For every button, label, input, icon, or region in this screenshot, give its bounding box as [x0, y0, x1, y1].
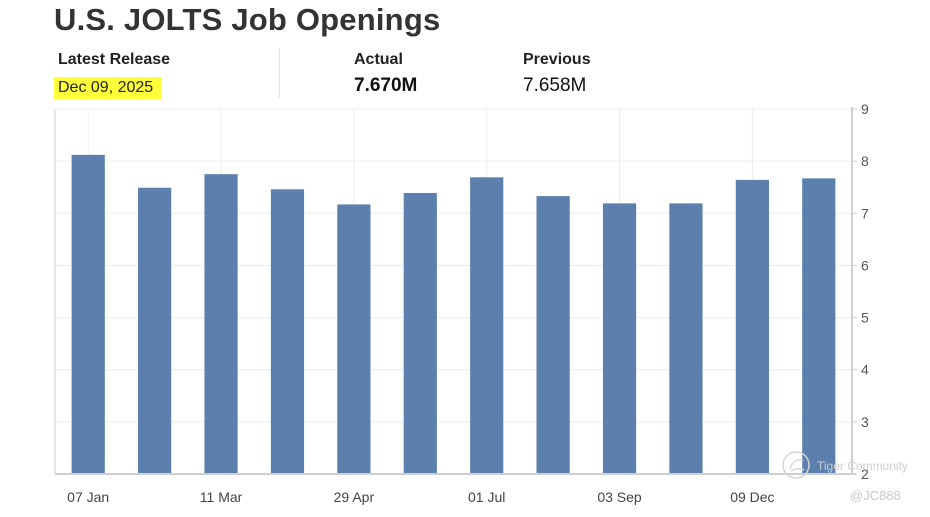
y-tick-label: 5 — [861, 310, 869, 326]
previous-value: 7.658M — [523, 75, 587, 96]
watermark-text: Tiger Community — [817, 459, 908, 473]
y-tick-label: 3 — [861, 414, 869, 430]
bar — [270, 189, 305, 475]
y-tick-label: 6 — [861, 257, 869, 273]
x-tick-label: 03 Sep — [597, 489, 642, 505]
bar — [71, 154, 105, 474]
actual-label: Actual — [354, 51, 403, 68]
bar — [204, 174, 238, 474]
x-tick-label: 11 Mar — [200, 489, 243, 505]
bar — [470, 177, 504, 475]
bar — [735, 179, 769, 474]
actual-value: 7.670M — [354, 75, 418, 96]
watermark-handle: @JC888 — [850, 488, 901, 503]
chart-title: U.S. JOLTS Job Openings — [54, 2, 441, 37]
x-tick-label: 29 Apr — [334, 489, 375, 505]
y-tick-label: 7 — [861, 205, 869, 221]
latest-release-label: Latest Release — [58, 51, 171, 68]
bar — [802, 178, 836, 474]
tiger-logo-icon — [782, 451, 810, 479]
y-tick-label: 4 — [861, 362, 869, 378]
x-tick-label: 07 Jan — [67, 489, 109, 505]
previous-label: Previous — [523, 51, 591, 68]
y-tick-label: 2 — [861, 466, 869, 482]
bar — [138, 187, 172, 474]
bar — [536, 196, 570, 475]
y-tick-label: 8 — [861, 153, 869, 169]
bar — [403, 192, 437, 474]
y-tick-label: 9 — [861, 101, 869, 117]
bar — [602, 203, 637, 474]
bar — [669, 203, 703, 474]
x-tick-label: 01 Jul — [468, 489, 505, 505]
latest-release-date: Dec 09, 2025 — [54, 77, 162, 99]
x-tick-label: 09 Dec — [730, 489, 774, 505]
header-divider — [279, 48, 280, 98]
bar — [337, 204, 371, 474]
